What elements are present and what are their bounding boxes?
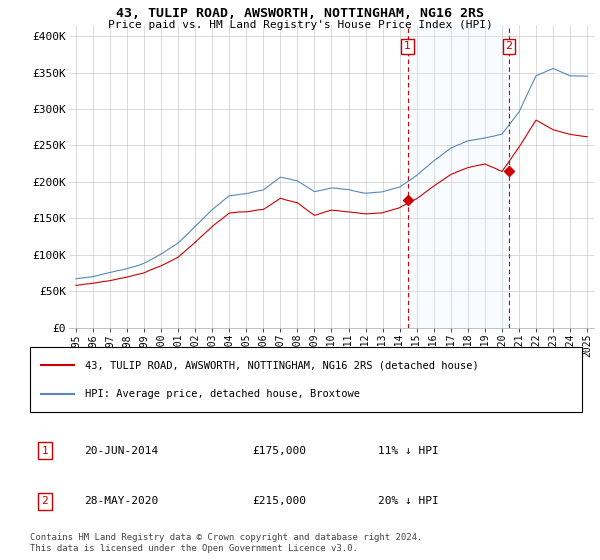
Text: Contains HM Land Registry data © Crown copyright and database right 2024.
This d: Contains HM Land Registry data © Crown c…	[30, 533, 422, 553]
Text: 11% ↓ HPI: 11% ↓ HPI	[378, 446, 439, 456]
Text: 2: 2	[41, 496, 49, 506]
Text: £215,000: £215,000	[252, 496, 306, 506]
Text: 1: 1	[41, 446, 49, 456]
Text: Price paid vs. HM Land Registry's House Price Index (HPI): Price paid vs. HM Land Registry's House …	[107, 20, 493, 30]
Text: 43, TULIP ROAD, AWSWORTH, NOTTINGHAM, NG16 2RS (detached house): 43, TULIP ROAD, AWSWORTH, NOTTINGHAM, NG…	[85, 360, 479, 370]
Text: HPI: Average price, detached house, Broxtowe: HPI: Average price, detached house, Brox…	[85, 389, 360, 399]
FancyBboxPatch shape	[30, 347, 582, 412]
Text: 28-MAY-2020: 28-MAY-2020	[84, 496, 158, 506]
Text: £175,000: £175,000	[252, 446, 306, 456]
Text: 20% ↓ HPI: 20% ↓ HPI	[378, 496, 439, 506]
Text: 43, TULIP ROAD, AWSWORTH, NOTTINGHAM, NG16 2RS: 43, TULIP ROAD, AWSWORTH, NOTTINGHAM, NG…	[116, 7, 484, 20]
Text: 20-JUN-2014: 20-JUN-2014	[84, 446, 158, 456]
Text: 1: 1	[404, 41, 411, 52]
Text: 2: 2	[505, 41, 512, 52]
Bar	[407, 25, 509, 328]
